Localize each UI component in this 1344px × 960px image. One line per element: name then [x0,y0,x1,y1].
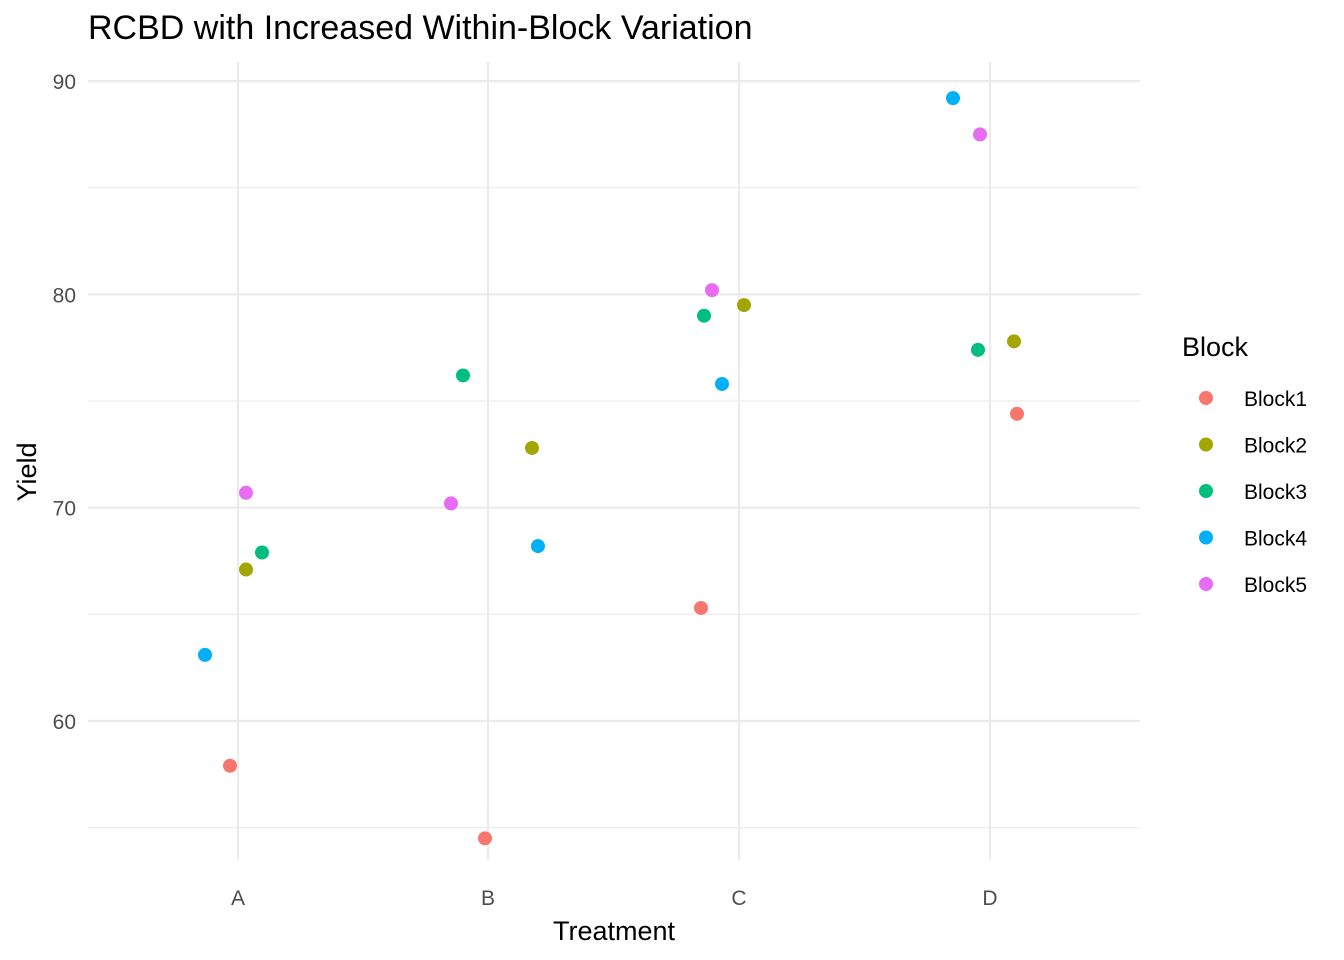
y-tick-label: 70 [53,498,76,521]
data-point-block5-c [705,283,719,298]
y-tick-label: 80 [53,284,76,307]
chart-title: RCBD with Increased Within-Block Variati… [88,9,753,47]
legend-label-block3: Block3 [1244,481,1307,504]
data-point-block1-d [1010,406,1024,421]
data-point-block2-d [1007,334,1021,349]
legend-key-block1 [1199,391,1213,405]
x-tick-label: B [481,887,495,910]
y-axis-title: Yield [12,442,42,501]
y-tick-label: 60 [53,711,76,734]
data-point-block3-a [255,545,269,560]
grid [88,62,1140,860]
data-point-block5-d [973,127,987,142]
legend-key-block5 [1199,577,1213,591]
data-point-block4-b [531,539,545,554]
data-point-block2-c [737,298,751,313]
x-tick-label: D [982,887,997,910]
legend-key-block2 [1199,437,1213,452]
legend-title: Block [1182,332,1249,362]
legend: Block Block1 Block2 Block3 Block4 Block5 [1182,332,1307,597]
data-point-block2-a [239,562,253,577]
legend-label-block5: Block5 [1244,574,1307,597]
data-point-block1-b [478,831,492,846]
axis-ticks: 60 70 80 90 A B C D [53,71,998,910]
legend-label-block1: Block1 [1244,388,1307,411]
data-point-block2-b [525,440,539,455]
data-point-block3-d [971,342,985,357]
data-point-block4-a [198,647,212,662]
x-tick-label: C [731,887,746,910]
legend-label-block4: Block4 [1244,528,1307,551]
data-points [198,91,1024,846]
data-point-block5-b [444,496,458,511]
x-tick-label: A [231,887,245,910]
data-point-block1-a [223,758,237,773]
legend-key-block3 [1199,484,1213,498]
legend-key-block4 [1199,530,1213,545]
data-point-block1-c [694,600,708,615]
x-axis-title: Treatment [553,916,676,946]
data-point-block3-b [456,368,470,383]
y-tick-label: 90 [53,71,76,94]
data-point-block4-c [715,376,729,391]
data-point-block3-c [697,308,711,323]
data-point-block4-d [946,91,960,106]
data-point-block5-a [239,485,253,500]
legend-label-block2: Block2 [1244,435,1307,458]
